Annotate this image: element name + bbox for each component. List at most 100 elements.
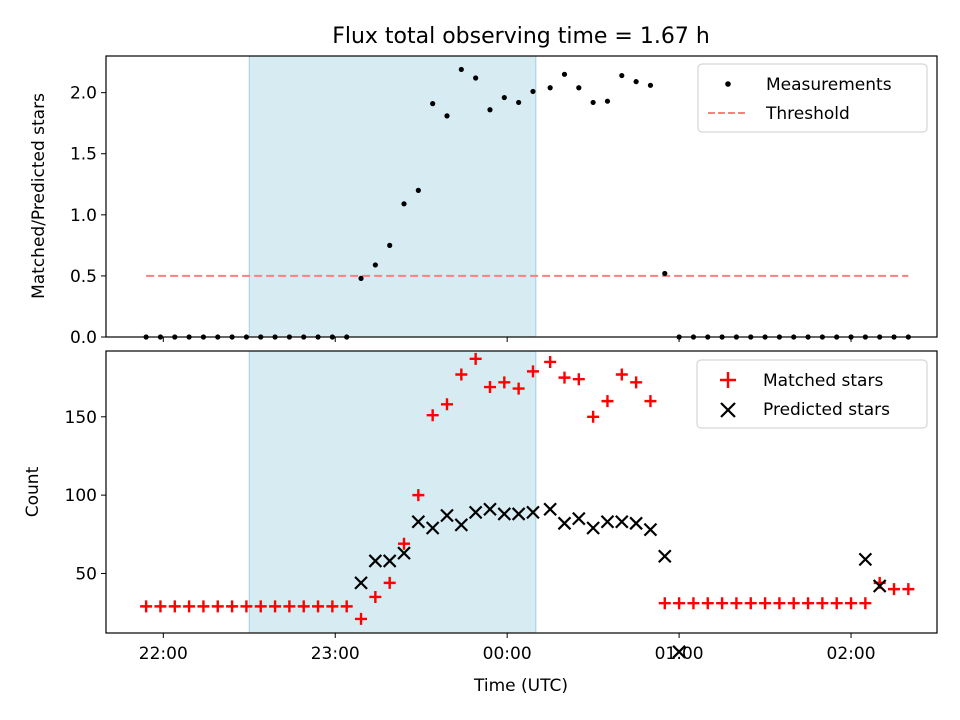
predicted-star-point (397, 546, 411, 560)
top-x-ticks (162, 337, 852, 342)
y-tick-label: 50 (75, 564, 97, 584)
measurement-point (516, 99, 522, 106)
predicted-star-point (368, 554, 383, 568)
y-tick-label: 1.5 (70, 145, 97, 165)
predicted-star-point (643, 522, 658, 537)
measurement-point (430, 101, 436, 107)
measurement-point (647, 82, 654, 88)
legend-threshold: Threshold (765, 104, 850, 124)
top-y-ticks: 0.0 0.5 1.0 1.5 2.0 (70, 84, 106, 348)
bottom-panel: 50 100 150 22:00 23:00 00:00 01:00 02:00 Count… (23, 350, 938, 696)
x-tick-label: 01:00 (655, 644, 704, 664)
matched-star-point (701, 597, 714, 610)
y-tick-label: 0.0 (70, 328, 97, 348)
predicted-star-point (872, 579, 887, 593)
top-y-axis-label: Matched/Predicted stars (29, 93, 49, 299)
predicted-star-point (511, 507, 526, 521)
matched-star-point (558, 371, 571, 384)
y-tick-label: 1.0 (70, 206, 97, 226)
matched-star-point (572, 373, 585, 386)
predicted-legend-marker (720, 402, 736, 418)
predicted-star-point (354, 576, 368, 590)
matched-star-point (787, 597, 800, 610)
matched-star-point (512, 382, 525, 395)
x-tick-label: 02:00 (827, 644, 876, 664)
x-tick-label: 00:00 (483, 644, 532, 664)
top-legend-box (697, 63, 928, 133)
measurement-point (501, 94, 507, 101)
matched-star-point (140, 600, 153, 613)
measurement-point (358, 275, 364, 281)
matched-star-point (412, 489, 425, 502)
matched-star-point (644, 395, 657, 408)
top-panel: 0.00.51.01.52.0 Matched/Predicted stars … (29, 55, 938, 348)
matched-star-point (440, 398, 453, 411)
predicted-star-point (497, 507, 512, 521)
matched-star-point (297, 600, 310, 613)
matched-star-point (759, 597, 772, 610)
predicted-star-point (543, 502, 557, 517)
measurement-point (444, 113, 450, 119)
matched-star-point (340, 600, 353, 613)
bottom-legend: Matched stars Predicted stars (696, 359, 928, 429)
matched-star-point (859, 597, 872, 610)
measurement-point (662, 270, 668, 277)
matched-star-point (426, 409, 439, 422)
matched-star-point (355, 612, 368, 625)
x-tick-label: 22:00 (139, 644, 188, 664)
predicted-star-point (586, 521, 600, 535)
matched-star-point (226, 600, 239, 613)
measurement-point (401, 201, 407, 207)
chart-title: Flux total observing time = 1.67 h (332, 24, 710, 49)
measurement-point (387, 242, 393, 248)
measurement-point (458, 66, 464, 73)
matched-star-point (197, 600, 210, 613)
predicted-star-point (858, 552, 873, 567)
matched-star-point (830, 597, 843, 610)
measurement-points (143, 66, 911, 340)
matched-star-point (615, 368, 628, 381)
matched-star-point (888, 583, 901, 596)
x-tick-label: 23:00 (311, 644, 360, 664)
top-axes-frame (105, 55, 938, 338)
y-tick-label: 0.5 (70, 267, 97, 287)
measurement-point (372, 262, 378, 268)
predicted-star-point (468, 505, 483, 520)
predicted-star-point (526, 505, 540, 520)
matched-star-point (601, 395, 614, 408)
matched-star-point (744, 597, 757, 610)
legend-matched: Matched stars (763, 371, 883, 391)
matched-star-point (587, 410, 600, 423)
x-axis-label: Time (UTC) (473, 676, 568, 696)
predicted-star-point (572, 511, 586, 526)
matched-star-point (455, 368, 468, 381)
y-tick-label: 150 (65, 408, 97, 428)
matched-star-point (687, 597, 700, 610)
y-tick-label: 2.0 (70, 84, 97, 104)
bottom-observing-window (248, 350, 537, 634)
y-tick-label: 100 (65, 486, 97, 506)
measurement-point (576, 85, 582, 91)
measurement-point (530, 88, 536, 95)
measurement-point (415, 187, 421, 193)
matched-star-point (845, 597, 858, 610)
matched-star-point (498, 376, 511, 389)
bottom-x-ticks: 22:00 23:00 00:00 01:00 02:00 (139, 633, 876, 664)
matched-star-point (326, 600, 339, 613)
matched-star-point (369, 590, 382, 603)
predicted-star-point (600, 514, 615, 529)
matched-star-point (658, 597, 671, 610)
measurement-point (473, 75, 479, 81)
predicted-star-point (657, 549, 672, 564)
matched-star-point (240, 600, 253, 613)
predicted-star-point (382, 554, 397, 568)
matched-star-point (469, 352, 482, 365)
bottom-y-axis-label: Count (23, 466, 43, 517)
measurement-point (561, 71, 568, 77)
matched-star-point (254, 600, 267, 613)
predicted-stars-points (354, 502, 887, 659)
top-observing-window (248, 55, 537, 338)
legend-predicted: Predicted stars (763, 400, 890, 420)
measurement-point (619, 72, 625, 79)
